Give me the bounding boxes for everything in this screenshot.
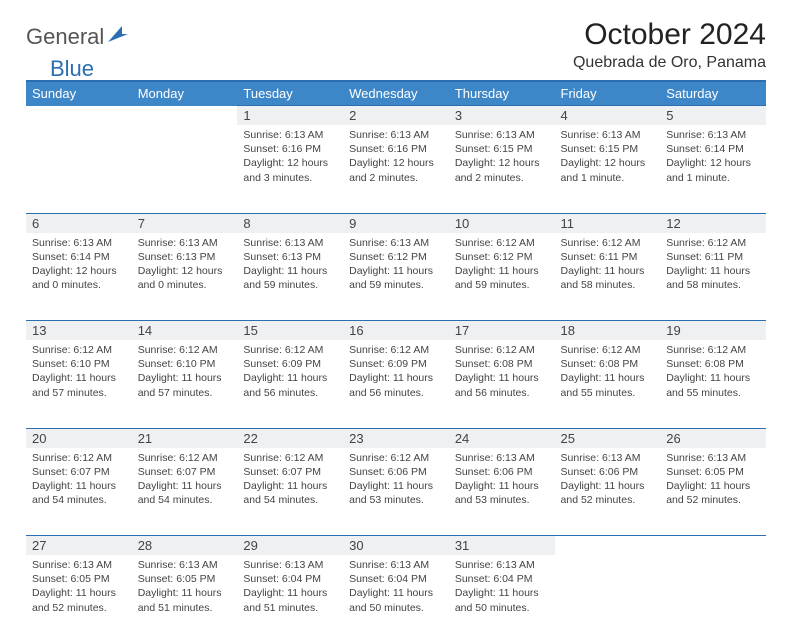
- day-content-cell: Sunrise: 6:12 AMSunset: 6:07 PMDaylight:…: [237, 448, 343, 536]
- day-number-cell: 20: [26, 428, 132, 448]
- calendar-body: 12345Sunrise: 6:13 AMSunset: 6:16 PMDayl…: [26, 106, 766, 643]
- day-content-cell: Sunrise: 6:13 AMSunset: 6:06 PMDaylight:…: [449, 448, 555, 536]
- weekday-header: Tuesday: [237, 81, 343, 106]
- day-content-cell: Sunrise: 6:13 AMSunset: 6:16 PMDaylight:…: [237, 125, 343, 213]
- day-content-cell: [26, 125, 132, 213]
- calendar-table: SundayMondayTuesdayWednesdayThursdayFrid…: [26, 80, 766, 643]
- day-content-cell: Sunrise: 6:12 AMSunset: 6:11 PMDaylight:…: [555, 233, 661, 321]
- weekday-header: Saturday: [660, 81, 766, 106]
- title-block: October 2024 Quebrada de Oro, Panama: [573, 18, 766, 72]
- weekday-header: Wednesday: [343, 81, 449, 106]
- day-content-cell: Sunrise: 6:13 AMSunset: 6:16 PMDaylight:…: [343, 125, 449, 213]
- day-content-cell: [555, 555, 661, 643]
- flag-icon: [108, 26, 128, 49]
- day-content-row: Sunrise: 6:13 AMSunset: 6:16 PMDaylight:…: [26, 125, 766, 213]
- day-content-cell: Sunrise: 6:13 AMSunset: 6:04 PMDaylight:…: [449, 555, 555, 643]
- day-number-cell: 2: [343, 106, 449, 126]
- day-number-cell: 27: [26, 536, 132, 556]
- day-content-cell: Sunrise: 6:13 AMSunset: 6:04 PMDaylight:…: [237, 555, 343, 643]
- weekday-header: Friday: [555, 81, 661, 106]
- day-content-cell: Sunrise: 6:13 AMSunset: 6:13 PMDaylight:…: [132, 233, 238, 321]
- day-content-cell: Sunrise: 6:12 AMSunset: 6:09 PMDaylight:…: [343, 340, 449, 428]
- logo-text-general: General: [26, 24, 104, 50]
- header: General October 2024 Quebrada de Oro, Pa…: [26, 18, 766, 72]
- logo: General: [26, 18, 130, 50]
- day-content-cell: Sunrise: 6:12 AMSunset: 6:08 PMDaylight:…: [660, 340, 766, 428]
- day-content-cell: Sunrise: 6:13 AMSunset: 6:04 PMDaylight:…: [343, 555, 449, 643]
- day-content-cell: Sunrise: 6:12 AMSunset: 6:12 PMDaylight:…: [449, 233, 555, 321]
- day-number-cell: 18: [555, 321, 661, 341]
- weekday-header: Monday: [132, 81, 238, 106]
- day-number-cell: 21: [132, 428, 238, 448]
- day-content-cell: Sunrise: 6:13 AMSunset: 6:14 PMDaylight:…: [660, 125, 766, 213]
- day-number-cell: 7: [132, 213, 238, 233]
- day-content-cell: [660, 555, 766, 643]
- day-number-row: 20212223242526: [26, 428, 766, 448]
- day-number-cell: 26: [660, 428, 766, 448]
- day-content-cell: Sunrise: 6:12 AMSunset: 6:10 PMDaylight:…: [132, 340, 238, 428]
- day-number-row: 12345: [26, 106, 766, 126]
- weekday-header: Thursday: [449, 81, 555, 106]
- weekday-header-row: SundayMondayTuesdayWednesdayThursdayFrid…: [26, 81, 766, 106]
- day-content-row: Sunrise: 6:12 AMSunset: 6:10 PMDaylight:…: [26, 340, 766, 428]
- day-number-cell: [660, 536, 766, 556]
- day-content-cell: Sunrise: 6:13 AMSunset: 6:14 PMDaylight:…: [26, 233, 132, 321]
- day-number-cell: 10: [449, 213, 555, 233]
- day-number-cell: 17: [449, 321, 555, 341]
- day-content-cell: Sunrise: 6:13 AMSunset: 6:13 PMDaylight:…: [237, 233, 343, 321]
- location: Quebrada de Oro, Panama: [573, 54, 766, 72]
- day-number-cell: [555, 536, 661, 556]
- day-number-row: 6789101112: [26, 213, 766, 233]
- day-number-cell: 3: [449, 106, 555, 126]
- day-content-cell: Sunrise: 6:12 AMSunset: 6:10 PMDaylight:…: [26, 340, 132, 428]
- day-number-cell: 5: [660, 106, 766, 126]
- day-content-cell: [132, 125, 238, 213]
- day-content-row: Sunrise: 6:13 AMSunset: 6:14 PMDaylight:…: [26, 233, 766, 321]
- day-number-cell: 19: [660, 321, 766, 341]
- day-number-cell: 8: [237, 213, 343, 233]
- day-content-cell: Sunrise: 6:13 AMSunset: 6:06 PMDaylight:…: [555, 448, 661, 536]
- day-content-cell: Sunrise: 6:13 AMSunset: 6:15 PMDaylight:…: [449, 125, 555, 213]
- day-content-cell: Sunrise: 6:13 AMSunset: 6:12 PMDaylight:…: [343, 233, 449, 321]
- month-title: October 2024: [573, 18, 766, 52]
- day-content-row: Sunrise: 6:12 AMSunset: 6:07 PMDaylight:…: [26, 448, 766, 536]
- day-number-cell: 31: [449, 536, 555, 556]
- logo-text-blue: Blue: [50, 56, 94, 82]
- day-number-cell: 1: [237, 106, 343, 126]
- day-number-cell: 6: [26, 213, 132, 233]
- day-number-cell: 14: [132, 321, 238, 341]
- day-content-row: Sunrise: 6:13 AMSunset: 6:05 PMDaylight:…: [26, 555, 766, 643]
- day-number-cell: 22: [237, 428, 343, 448]
- day-number-cell: 12: [660, 213, 766, 233]
- day-number-cell: [132, 106, 238, 126]
- day-content-cell: Sunrise: 6:12 AMSunset: 6:08 PMDaylight:…: [555, 340, 661, 428]
- day-content-cell: Sunrise: 6:12 AMSunset: 6:09 PMDaylight:…: [237, 340, 343, 428]
- day-content-cell: Sunrise: 6:13 AMSunset: 6:05 PMDaylight:…: [660, 448, 766, 536]
- day-number-cell: 29: [237, 536, 343, 556]
- day-number-row: 2728293031: [26, 536, 766, 556]
- day-number-cell: 28: [132, 536, 238, 556]
- day-number-cell: 15: [237, 321, 343, 341]
- day-number-cell: 4: [555, 106, 661, 126]
- day-content-cell: Sunrise: 6:12 AMSunset: 6:11 PMDaylight:…: [660, 233, 766, 321]
- day-number-cell: 9: [343, 213, 449, 233]
- day-number-row: 13141516171819: [26, 321, 766, 341]
- day-content-cell: Sunrise: 6:12 AMSunset: 6:07 PMDaylight:…: [132, 448, 238, 536]
- day-content-cell: Sunrise: 6:12 AMSunset: 6:07 PMDaylight:…: [26, 448, 132, 536]
- day-content-cell: Sunrise: 6:12 AMSunset: 6:08 PMDaylight:…: [449, 340, 555, 428]
- day-number-cell: 23: [343, 428, 449, 448]
- day-number-cell: 16: [343, 321, 449, 341]
- day-number-cell: 11: [555, 213, 661, 233]
- weekday-header: Sunday: [26, 81, 132, 106]
- day-content-cell: Sunrise: 6:13 AMSunset: 6:05 PMDaylight:…: [132, 555, 238, 643]
- day-number-cell: 25: [555, 428, 661, 448]
- day-number-cell: [26, 106, 132, 126]
- day-content-cell: Sunrise: 6:13 AMSunset: 6:15 PMDaylight:…: [555, 125, 661, 213]
- day-number-cell: 24: [449, 428, 555, 448]
- day-number-cell: 30: [343, 536, 449, 556]
- day-number-cell: 13: [26, 321, 132, 341]
- day-content-cell: Sunrise: 6:13 AMSunset: 6:05 PMDaylight:…: [26, 555, 132, 643]
- day-content-cell: Sunrise: 6:12 AMSunset: 6:06 PMDaylight:…: [343, 448, 449, 536]
